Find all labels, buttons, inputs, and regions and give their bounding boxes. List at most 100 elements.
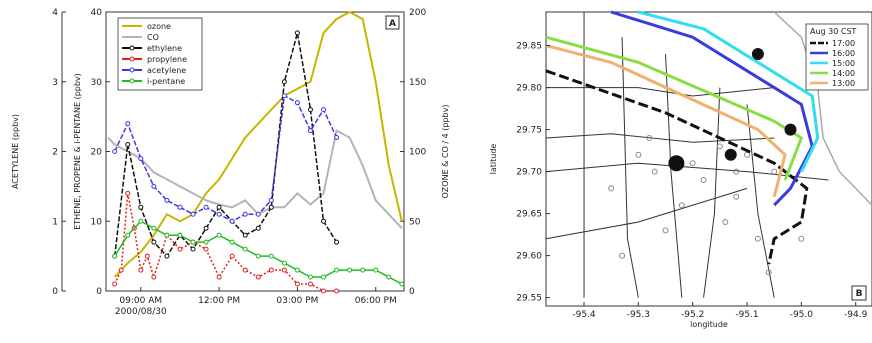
legend-label-1700: 17:00 [832, 39, 855, 48]
panel-label-b: B [856, 289, 863, 299]
map-x-tick-label: -95.4 [572, 310, 596, 320]
series-point-acetylene [268, 197, 274, 203]
series-point-i-pentane [281, 260, 287, 266]
series-point-acetylene [203, 204, 209, 210]
legend-marker-i-pentane [129, 78, 135, 84]
series-point-acetylene [216, 211, 222, 217]
series-point-acetylene [294, 100, 300, 106]
left-tick-label: 30 [91, 78, 103, 88]
series-point-ethylene [334, 239, 340, 245]
series-point-propylene [268, 267, 274, 273]
map-site-circle [716, 143, 723, 150]
series-point-i-pentane [307, 274, 313, 280]
map-road [545, 187, 748, 240]
map-y-tick-label: 29.80 [516, 84, 542, 94]
series-point-acetylene [177, 204, 183, 210]
acetylene-tick-label: 4 [52, 8, 58, 18]
series-point-propylene [112, 281, 118, 287]
x-tick-label: 12:00 PM [198, 296, 240, 306]
series-point-acetylene [255, 211, 261, 217]
right-axis-label: OZONE & CO / 4 (ppbv) [441, 105, 450, 199]
series-point-acetylene [229, 218, 235, 224]
legend-label-1300: 13:00 [832, 79, 855, 88]
series-point-propylene [144, 253, 150, 259]
legend-label-CO: CO [147, 33, 159, 42]
series-point-i-pentane [360, 267, 366, 273]
left-tick-label: 10 [91, 217, 103, 227]
map-x-tick-label: -95.2 [681, 310, 704, 320]
legend-label-ozone: ozone [147, 22, 171, 31]
map-y-tick-label: 29.70 [516, 168, 542, 178]
map-x-tick-label: -94.9 [844, 310, 868, 320]
series-point-acetylene [151, 183, 157, 189]
map-site-circle [619, 252, 626, 259]
series-point-propylene [118, 267, 124, 273]
series-line-acetylene [114, 94, 338, 223]
series-point-ethylene [255, 225, 261, 231]
map-road [703, 87, 721, 298]
series-point-acetylene [242, 211, 248, 217]
series-point-propylene [242, 267, 248, 273]
map-x-tick-label: -95.1 [735, 310, 758, 320]
series-point-ethylene [151, 239, 157, 245]
map-site-circle [635, 151, 642, 158]
series-point-i-pentane [151, 225, 157, 231]
panel-a: 0 1 2 3 4 ACETYLENE (ppbv) 0 10 20 30 40 ETHENE, PR… [11, 8, 450, 317]
series-point-acetylene [281, 93, 287, 99]
series-point-i-pentane [112, 253, 118, 259]
panel-label-a: A [389, 19, 396, 29]
map-y-tick-label: 29.65 [516, 210, 542, 220]
left-tick-label: 20 [91, 148, 103, 158]
series-point-acetylene [138, 155, 144, 161]
legend-label-i-pentane: i-pentane [147, 77, 185, 86]
legend-label-1500: 15:00 [832, 59, 855, 68]
map-y-tick-label: 29.55 [516, 294, 542, 304]
map-site-circle [744, 151, 751, 158]
series-point-i-pentane [164, 232, 170, 238]
series-point-ethylene [307, 107, 313, 113]
left-tick-label: 0 [96, 287, 102, 297]
series-point-ethylene [268, 204, 274, 210]
map-site-circle [662, 227, 669, 234]
series-point-propylene [203, 246, 209, 252]
trajectory-1600 [610, 10, 814, 207]
series-point-i-pentane [229, 239, 235, 245]
site-marker [784, 123, 797, 136]
legend-title-b: Aug 30 CST [810, 27, 857, 36]
series-point-i-pentane [242, 246, 248, 252]
series-point-ethylene [125, 142, 131, 148]
series-point-propylene [151, 274, 157, 280]
map-x-axis-label: longitude [690, 320, 728, 329]
legend-label-propylene: propylene [147, 55, 187, 64]
series-point-i-pentane [190, 239, 196, 245]
map-site-circle [733, 168, 740, 175]
trajectory-1500 [637, 10, 820, 173]
map-site-circle [678, 202, 685, 209]
right-tick-label: 200 [409, 8, 426, 18]
series-point-ethylene [190, 246, 196, 252]
map-site-circle [651, 168, 658, 175]
right-tick-label: 0 [409, 287, 415, 297]
legend-label-1400: 14:00 [832, 69, 855, 78]
series-point-propylene [255, 274, 261, 280]
map-road [621, 37, 639, 298]
panel-label-box-b [851, 285, 867, 301]
legend-marker-ethylene [129, 45, 135, 51]
right-tick-label: 50 [409, 217, 421, 227]
acetylene-tick-label: 0 [52, 287, 58, 297]
series-point-propylene [216, 274, 222, 280]
map-site-circle [765, 269, 772, 276]
map-y-tick-label: 29.85 [516, 42, 542, 52]
map-y-tick-label: 29.75 [516, 126, 542, 136]
series-point-i-pentane [125, 232, 131, 238]
legend-box-a [117, 17, 203, 91]
series-point-i-pentane [386, 274, 392, 280]
x-tick-label: 03:00 PM [276, 296, 318, 306]
series-point-propylene [177, 246, 183, 252]
acetylene-tick-label: 1 [52, 217, 58, 227]
legend-label-acetylene: acetylene [147, 66, 186, 75]
site-marker [668, 155, 685, 172]
series-point-ethylene [138, 204, 144, 210]
series-point-ethylene [294, 30, 300, 36]
series-point-propylene [138, 267, 144, 273]
